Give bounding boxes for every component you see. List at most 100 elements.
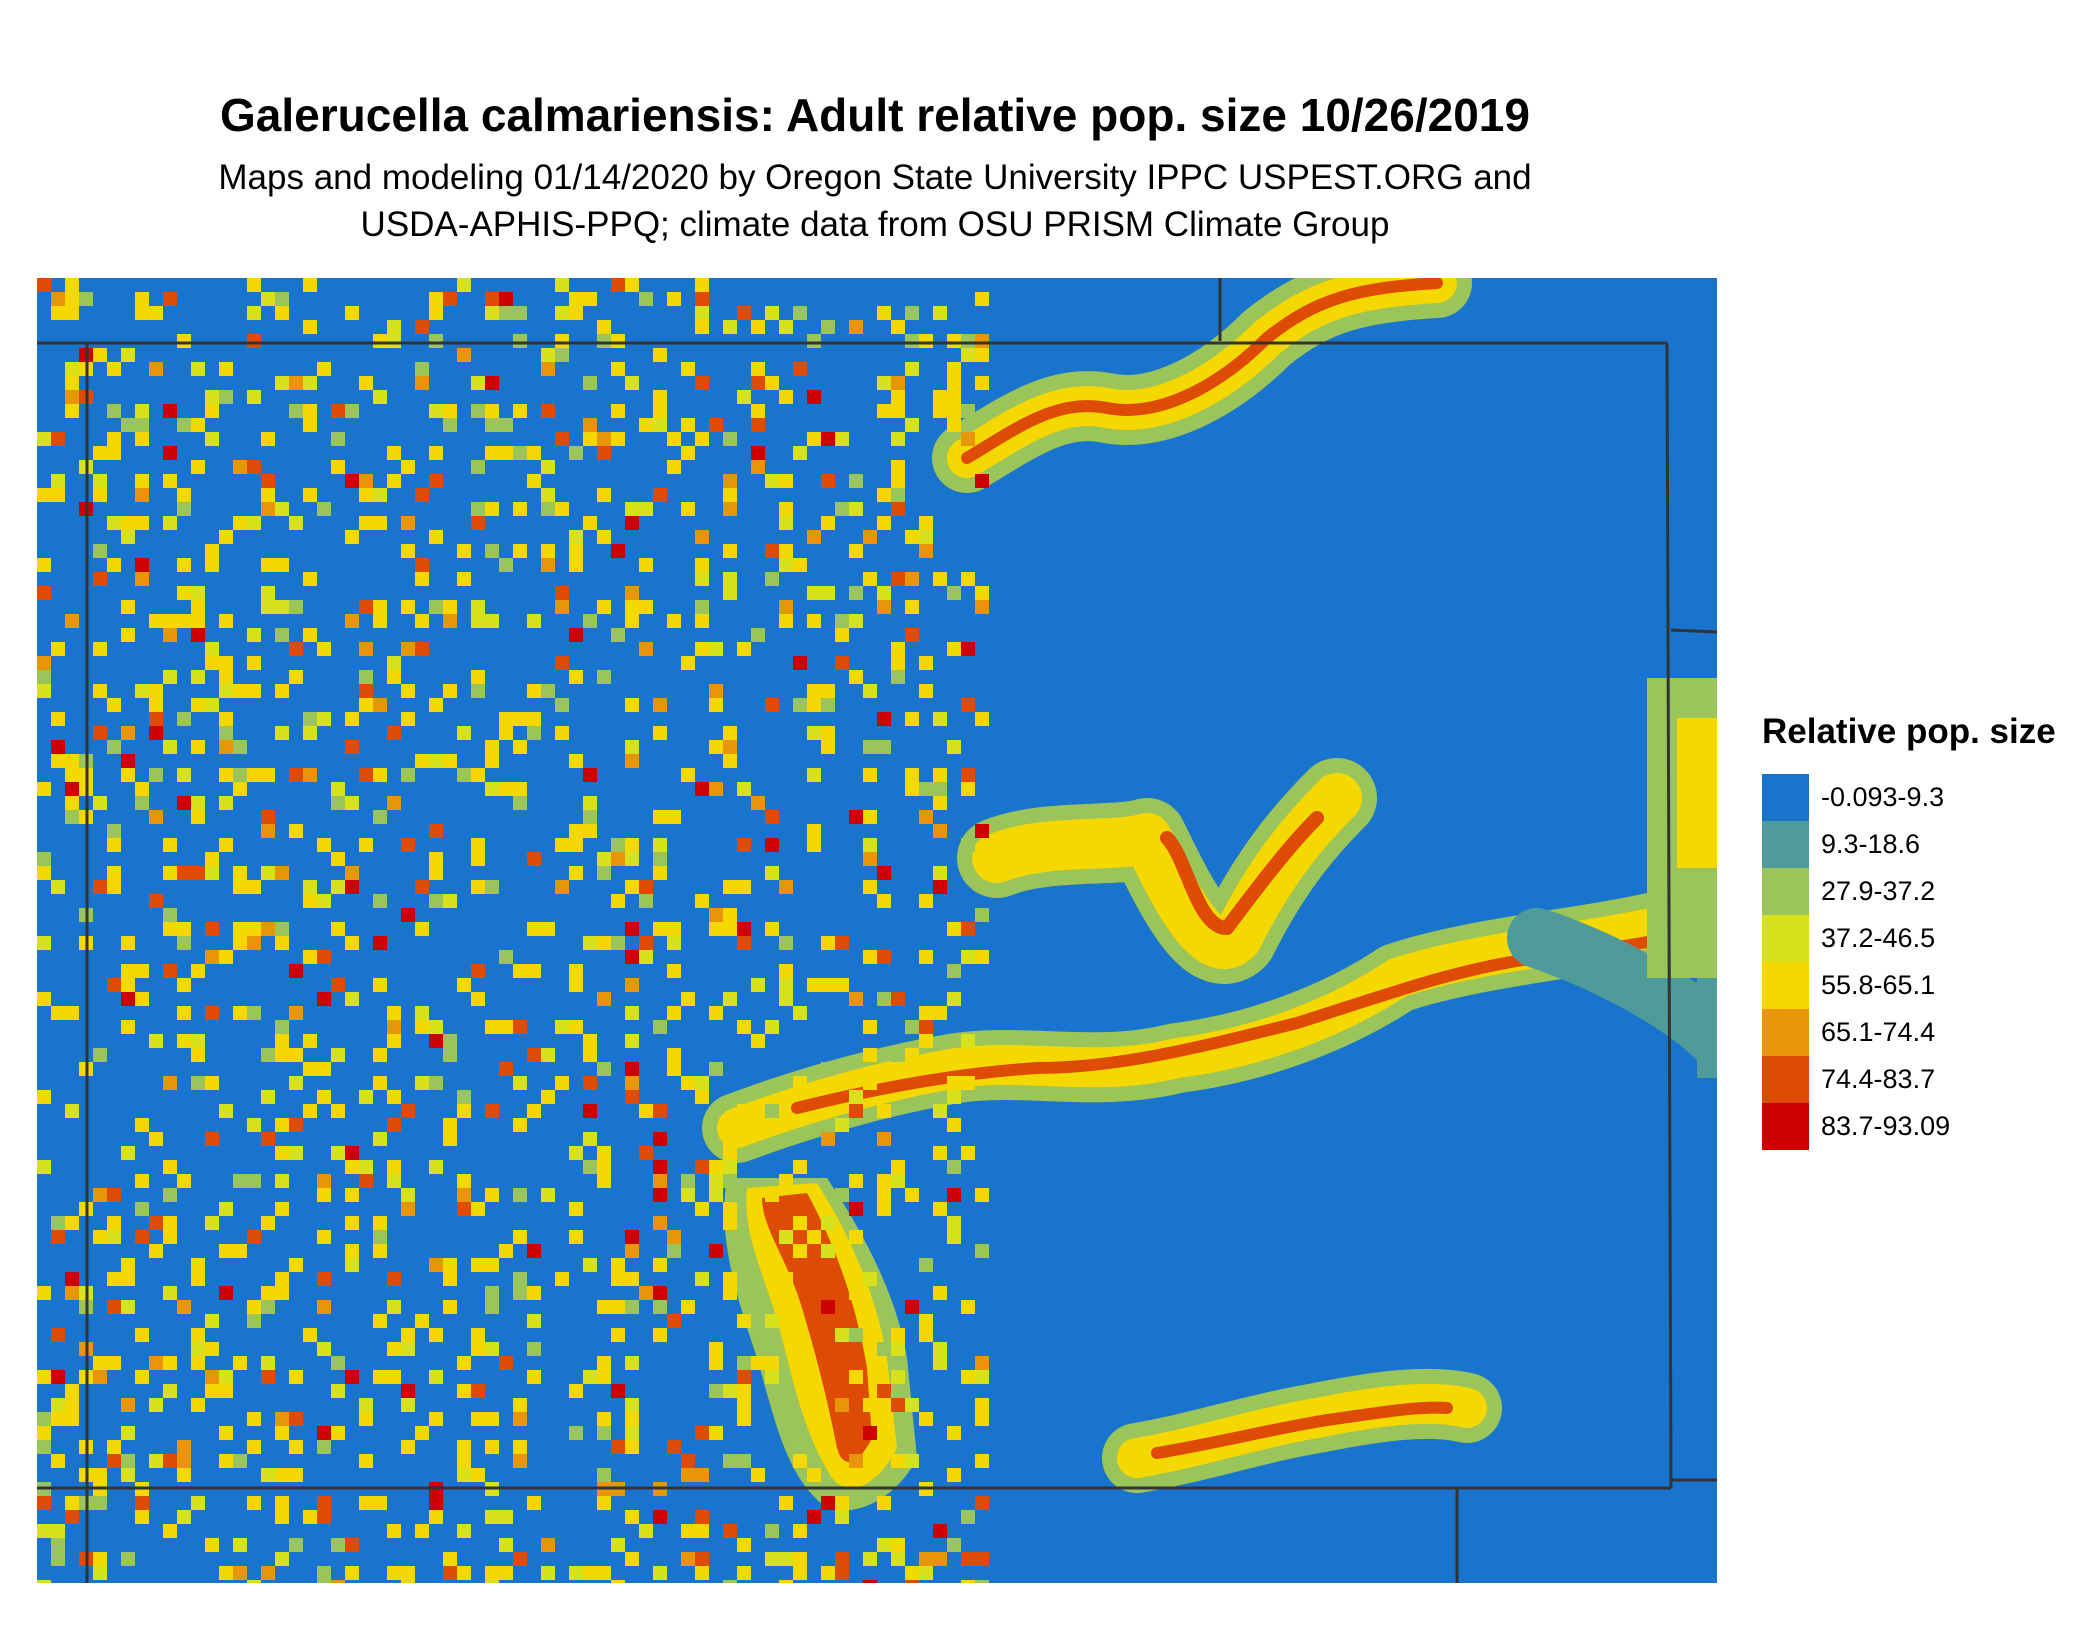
map-cell xyxy=(261,474,275,488)
map-cell xyxy=(611,894,625,908)
map-cell xyxy=(205,1314,219,1328)
map-cell xyxy=(569,754,583,768)
map-cell xyxy=(485,376,499,390)
map-cell xyxy=(513,502,527,516)
map-cell xyxy=(779,600,793,614)
map-cell xyxy=(107,1188,121,1202)
map-cell xyxy=(485,1300,499,1314)
map-cell xyxy=(135,964,149,978)
map-cell xyxy=(625,1006,639,1020)
map-cell xyxy=(737,1566,751,1580)
map-cell xyxy=(793,1006,807,1020)
map-cell xyxy=(667,1006,681,1020)
map-cell xyxy=(583,1048,597,1062)
map-cell xyxy=(107,866,121,880)
map-cell xyxy=(149,1356,163,1370)
map-cell xyxy=(345,712,359,726)
map-cell xyxy=(555,600,569,614)
map-cell xyxy=(933,782,947,796)
map-cell xyxy=(569,978,583,992)
map-cell xyxy=(975,334,989,348)
map-cell xyxy=(695,1272,709,1286)
map-cell xyxy=(527,712,541,726)
map-cell xyxy=(121,1146,135,1160)
map-cell xyxy=(359,1174,373,1188)
map-cell xyxy=(905,1580,919,1583)
map-cell xyxy=(653,418,667,432)
map-cell xyxy=(583,1160,597,1174)
map-cell xyxy=(765,838,779,852)
map-cell xyxy=(443,1272,457,1286)
map-cell xyxy=(457,1384,471,1398)
map-cell xyxy=(863,1272,877,1286)
map-cell xyxy=(835,1552,849,1566)
map-cell xyxy=(191,1398,205,1412)
map-cell xyxy=(261,866,275,880)
map-cell xyxy=(765,572,779,586)
map-cell xyxy=(233,684,247,698)
map-cell xyxy=(373,894,387,908)
map-cell xyxy=(877,1426,891,1440)
map-cell xyxy=(527,922,541,936)
map-cell xyxy=(751,320,765,334)
map-cell xyxy=(191,1342,205,1356)
map-cell xyxy=(821,1566,835,1580)
map-cell xyxy=(695,642,709,656)
map-cell xyxy=(639,292,653,306)
map-cell xyxy=(513,1076,527,1090)
map-cell xyxy=(177,1034,191,1048)
map-cell xyxy=(149,1034,163,1048)
legend-title: Relative pop. size xyxy=(1762,712,2056,751)
map-cell xyxy=(695,572,709,586)
map-cell xyxy=(765,544,779,558)
map-cell xyxy=(135,432,149,446)
map-cell xyxy=(681,1552,695,1566)
map-cell xyxy=(723,992,737,1006)
map-cell xyxy=(457,1566,471,1580)
map-cell xyxy=(863,880,877,894)
map-cell xyxy=(107,516,121,530)
map-cell xyxy=(275,1202,289,1216)
map-cell xyxy=(569,670,583,684)
map-cell xyxy=(723,502,737,516)
map-cell xyxy=(163,670,177,684)
map-cell xyxy=(121,1426,135,1440)
map-cell xyxy=(639,1146,653,1160)
map-cell xyxy=(65,782,79,796)
map-cell xyxy=(261,1048,275,1062)
map-cell xyxy=(359,1454,373,1468)
map-cell xyxy=(121,348,135,362)
map-cell xyxy=(807,768,821,782)
map-cell xyxy=(177,1174,191,1188)
legend-item: -0.093-9.3 xyxy=(1762,774,2082,821)
map-cell xyxy=(275,1174,289,1188)
map-cell xyxy=(891,460,905,474)
map-cell xyxy=(247,768,261,782)
map-cell xyxy=(401,600,415,614)
map-cell xyxy=(793,1552,807,1566)
map-cell xyxy=(275,866,289,880)
map-cell xyxy=(947,418,961,432)
map-cell xyxy=(695,1090,709,1104)
map-cell xyxy=(135,992,149,1006)
map-cell xyxy=(807,334,821,348)
map-cell xyxy=(233,880,247,894)
map-cell xyxy=(331,1104,345,1118)
map-cell xyxy=(737,1398,751,1412)
map-cell xyxy=(695,278,709,292)
map-cell xyxy=(723,1146,737,1160)
map-cell xyxy=(541,558,555,572)
map-cell xyxy=(737,936,751,950)
map-cell xyxy=(177,922,191,936)
map-cell xyxy=(261,292,275,306)
map-cell xyxy=(513,1272,527,1286)
map-cell xyxy=(247,656,261,670)
map-cell xyxy=(821,474,835,488)
map-cell xyxy=(443,1118,457,1132)
map-cell xyxy=(667,964,681,978)
map-cell xyxy=(891,1398,905,1412)
map-cell xyxy=(233,1006,247,1020)
map-cell xyxy=(583,516,597,530)
map-cell xyxy=(289,516,303,530)
map-cell xyxy=(289,1538,303,1552)
